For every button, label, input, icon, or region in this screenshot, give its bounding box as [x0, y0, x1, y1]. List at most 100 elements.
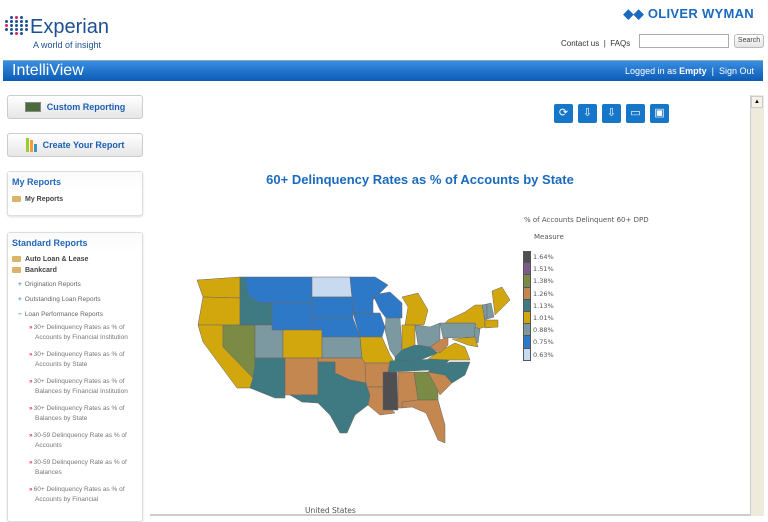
state-tx[interactable]	[289, 361, 371, 434]
save-icon[interactable]: ▣	[650, 104, 669, 123]
legend-swatch	[523, 287, 531, 300]
standard-reports-title: Standard Reports	[8, 233, 142, 254]
experian-logo-dots	[5, 16, 29, 35]
login-status: Logged in as Empty | Sign Out	[625, 66, 754, 76]
legend-item: 0.88%	[523, 324, 554, 337]
logged-in-label: Logged in as	[625, 66, 677, 76]
search-input[interactable]	[639, 34, 729, 48]
state-az[interactable]	[249, 357, 286, 399]
create-report-label: Create Your Report	[42, 140, 125, 150]
state-wy[interactable]	[271, 302, 313, 331]
legend-label: 0.75%	[533, 338, 554, 347]
oliver-wyman-logo: ◆◆ OLIVER WYMAN	[623, 6, 754, 22]
double-chevron-icon: »	[29, 459, 33, 466]
legend-item: 1.01%	[523, 311, 554, 325]
legend-title: % of Accounts Delinquent 60+ DPD	[524, 216, 649, 224]
state-co[interactable]	[282, 329, 323, 359]
legend-label: 1.13%	[533, 301, 554, 310]
report-link[interactable]: »30+ Delinquency Rates as % of Balances …	[29, 405, 125, 422]
double-chevron-icon: »	[29, 486, 33, 493]
legend-swatch	[523, 336, 531, 349]
category-bankcard[interactable]: Bankcard	[8, 265, 142, 276]
scroll-up-arrow-icon[interactable]: ▲	[751, 96, 763, 108]
collapse-icon: −	[18, 311, 22, 318]
state-ks[interactable]	[321, 336, 363, 359]
top-links: Contact us | FAQs	[561, 39, 630, 48]
state-fl[interactable]	[401, 399, 446, 444]
state-nd[interactable]	[311, 276, 353, 298]
folder-icon	[12, 256, 21, 263]
group-origination[interactable]: + Origination Reports	[18, 281, 81, 288]
legend-item: 1.26%	[523, 287, 554, 300]
state-mt[interactable]	[244, 276, 313, 304]
state-or[interactable]	[197, 296, 241, 326]
folder-icon	[12, 196, 21, 203]
refresh-icon[interactable]: ⟳	[554, 104, 573, 123]
folder-open-icon	[12, 267, 21, 274]
legend: 1.64% 1.51% 1.38% 1.26% 1.13% 1.01% 0.88% 0.75%…	[523, 251, 554, 361]
faqs-link[interactable]: FAQs	[610, 39, 631, 48]
double-chevron-icon: »	[29, 378, 33, 385]
legend-item: 0.75%	[523, 336, 554, 349]
state-nm[interactable]	[284, 357, 319, 396]
create-report-button[interactable]: Create Your Report	[7, 133, 143, 157]
legend-label: 0.63%	[533, 350, 554, 359]
legend-swatch	[523, 263, 531, 276]
legend-label: 1.64%	[533, 253, 554, 262]
report-link[interactable]: »30+ Delinquency Rates as % of Accounts …	[29, 324, 128, 341]
legend-label: 1.26%	[533, 289, 554, 298]
report-link[interactable]: »30+ Delinquency Rates as % of Accounts …	[29, 351, 125, 368]
double-chevron-icon: »	[29, 432, 33, 439]
state-pa[interactable]	[439, 322, 479, 339]
custom-reporting-button[interactable]: Custom Reporting	[7, 95, 143, 119]
report-link[interactable]: »30-59 Delinquency Rate as % of Balances	[29, 459, 127, 476]
us-map	[196, 276, 511, 444]
state-mi[interactable]	[401, 292, 429, 326]
legend-swatch	[523, 275, 531, 288]
double-chevron-icon: »	[29, 351, 33, 358]
expand-icon: +	[18, 281, 22, 288]
scrollbar[interactable]	[750, 95, 764, 516]
group-loan-performance[interactable]: − Loan Performance Reports	[18, 311, 103, 318]
my-reports-panel: My Reports My Reports	[7, 171, 143, 216]
expand-icon: +	[18, 296, 22, 303]
state-ut[interactable]	[254, 324, 284, 359]
username: Empty	[679, 66, 707, 76]
legend-item: 1.64%	[523, 251, 554, 264]
report-list: »30+ Delinquency Rates as % of Accounts …	[8, 320, 142, 509]
legend-label: 1.51%	[533, 265, 554, 274]
state-nc[interactable]	[427, 361, 471, 384]
legend-swatch	[523, 324, 531, 337]
state-mn[interactable]	[349, 276, 389, 314]
state-wi[interactable]	[372, 291, 403, 319]
search-button[interactable]: Search	[734, 34, 764, 48]
contact-us-link[interactable]: Contact us	[561, 39, 600, 48]
report-link[interactable]: »60+ Delinquency Rates as % of Accounts …	[29, 486, 125, 503]
state-md[interactable]	[451, 336, 479, 348]
state-wa[interactable]	[196, 276, 241, 299]
print-icon[interactable]: ▭	[626, 104, 645, 123]
custom-reporting-label: Custom Reporting	[46, 102, 126, 112]
legend-swatch	[523, 311, 531, 325]
state-ms[interactable]	[382, 371, 399, 411]
state-ma[interactable]	[484, 319, 499, 329]
legend-subtitle: Measure	[534, 233, 564, 241]
state-nh[interactable]	[486, 302, 495, 320]
sign-out-link[interactable]: Sign Out	[718, 66, 754, 76]
my-reports-folder[interactable]: My Reports	[8, 192, 142, 205]
legend-label: 1.38%	[533, 277, 554, 286]
export-excel-icon[interactable]: ⇩	[578, 104, 597, 123]
export-pdf-icon[interactable]: ⇩	[602, 104, 621, 123]
state-ia[interactable]	[352, 312, 386, 338]
state-sd[interactable]	[311, 296, 354, 319]
report-link[interactable]: »30-59 Delinquency Rate as % of Accounts	[29, 432, 127, 449]
state-wv[interactable]	[429, 336, 449, 354]
report-link[interactable]: »30+ Delinquency Rates as % of Balances …	[29, 378, 128, 395]
legend-swatch	[523, 251, 531, 264]
chart-title: 60+ Delinquency Rates as % of Accounts b…	[266, 172, 574, 187]
legend-item: 0.63%	[523, 348, 554, 361]
my-reports-title: My Reports	[8, 172, 142, 192]
state-me[interactable]	[491, 286, 511, 316]
category-auto-loan[interactable]: Auto Loan & Lease	[8, 254, 142, 265]
group-outstanding[interactable]: + Outstanding Loan Reports	[18, 296, 101, 303]
